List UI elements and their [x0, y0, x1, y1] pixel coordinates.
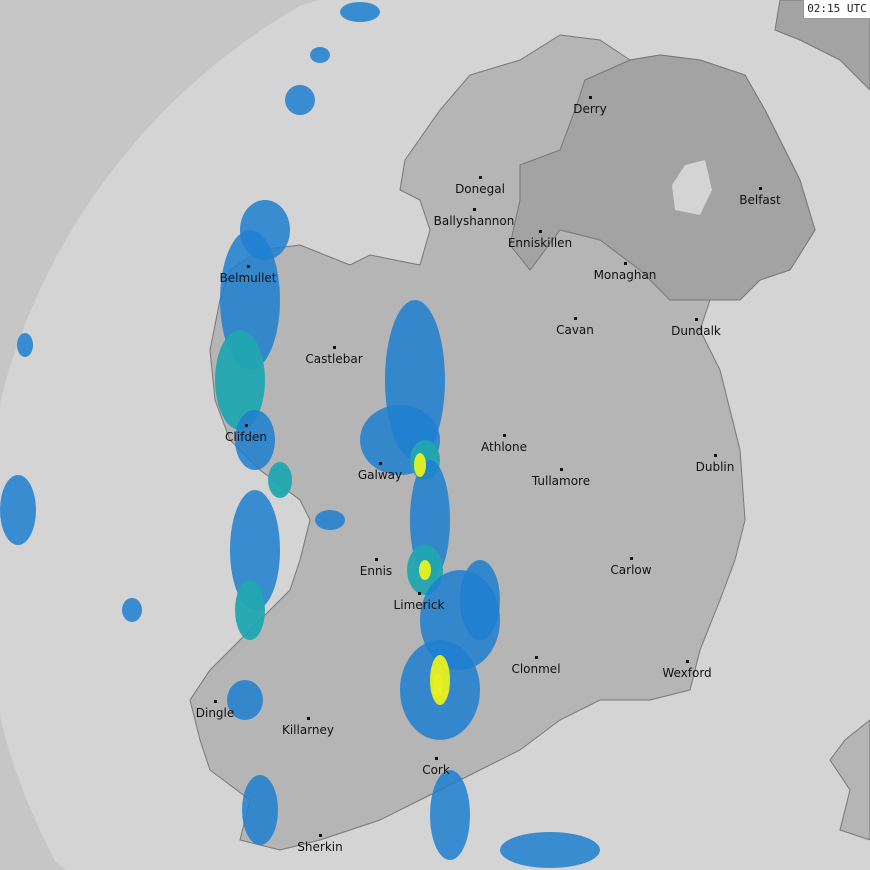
city-marker — [479, 176, 482, 179]
land-wales — [829, 719, 870, 841]
precipitation-cell — [215, 330, 265, 430]
city-marker — [560, 468, 563, 471]
city-label-carlow: Carlow — [610, 563, 652, 577]
city-marker — [307, 717, 310, 720]
city-label-monaghan: Monaghan — [593, 268, 657, 282]
city-marker — [247, 265, 250, 268]
city-label-derry: Derry — [573, 102, 607, 116]
precipitation-cell — [433, 673, 443, 697]
precipitation-cell — [315, 510, 345, 530]
precipitation-cell — [285, 85, 315, 115]
precipitation-cell — [227, 680, 263, 720]
city-label-athlone: Athlone — [481, 440, 527, 454]
city-marker — [686, 660, 689, 663]
precipitation-cell — [235, 580, 265, 640]
city-label-wexford: Wexford — [662, 666, 712, 680]
city-marker — [695, 318, 698, 321]
city-label-clifden: Clifden — [225, 430, 267, 444]
city-marker — [214, 700, 217, 703]
city-marker — [503, 434, 506, 437]
precipitation-cell — [419, 560, 431, 580]
precipitation-cell — [310, 47, 330, 63]
city-marker — [379, 462, 382, 465]
city-label-cavan: Cavan — [556, 323, 594, 337]
city-marker — [630, 557, 633, 560]
city-label-tullamore: Tullamore — [531, 474, 591, 488]
city-label-dundalk: Dundalk — [671, 324, 721, 338]
city-marker — [714, 454, 717, 457]
city-label-belmullet: Belmullet — [219, 271, 277, 285]
land-scotland — [774, 0, 870, 91]
city-marker — [375, 558, 378, 561]
precipitation-cell — [340, 2, 380, 22]
city-label-sherkin: Sherkin — [297, 840, 343, 854]
city-marker — [473, 208, 476, 211]
city-marker — [589, 96, 592, 99]
precipitation-cell — [17, 333, 33, 357]
city-label-cork: Cork — [422, 763, 450, 777]
city-marker — [759, 187, 762, 190]
precipitation-cell — [430, 770, 470, 860]
precipitation-cell — [230, 490, 280, 610]
precipitation-cell — [122, 598, 142, 622]
city-label-ennis: Ennis — [359, 564, 393, 578]
precipitation-cell — [242, 775, 278, 845]
city-marker — [535, 656, 538, 659]
precipitation-cell — [240, 200, 290, 260]
city-label-killarney: Killarney — [281, 723, 335, 737]
city-marker — [319, 834, 322, 837]
precipitation-layer — [0, 2, 600, 868]
precipitation-cell — [500, 832, 600, 868]
city-label-dingle: Dingle — [195, 706, 235, 720]
lough-neagh — [672, 160, 712, 215]
city-marker — [539, 230, 542, 233]
precipitation-cell — [0, 475, 36, 545]
city-label-ballyshannon: Ballyshannon — [433, 214, 515, 228]
city-label-galway: Galway — [357, 468, 403, 482]
city-marker — [624, 262, 627, 265]
city-label-enniskillen: Enniskillen — [507, 236, 573, 250]
city-marker — [333, 346, 336, 349]
land-northern-ireland — [509, 54, 816, 301]
precipitation-cell — [268, 462, 292, 498]
city-marker — [435, 757, 438, 760]
city-label-donegal: Donegal — [455, 182, 505, 196]
city-label-clonmel: Clonmel — [511, 662, 561, 676]
precipitation-cell — [460, 560, 500, 640]
city-label-castlebar: Castlebar — [305, 352, 363, 366]
city-label-limerick: Limerick — [393, 598, 445, 612]
precipitation-cell — [414, 453, 426, 477]
timestamp: 02:15 UTC — [803, 0, 870, 19]
city-marker — [245, 424, 248, 427]
city-marker — [418, 592, 421, 595]
city-label-belfast: Belfast — [739, 193, 781, 207]
city-label-dublin: Dublin — [695, 460, 735, 474]
city-marker — [574, 317, 577, 320]
